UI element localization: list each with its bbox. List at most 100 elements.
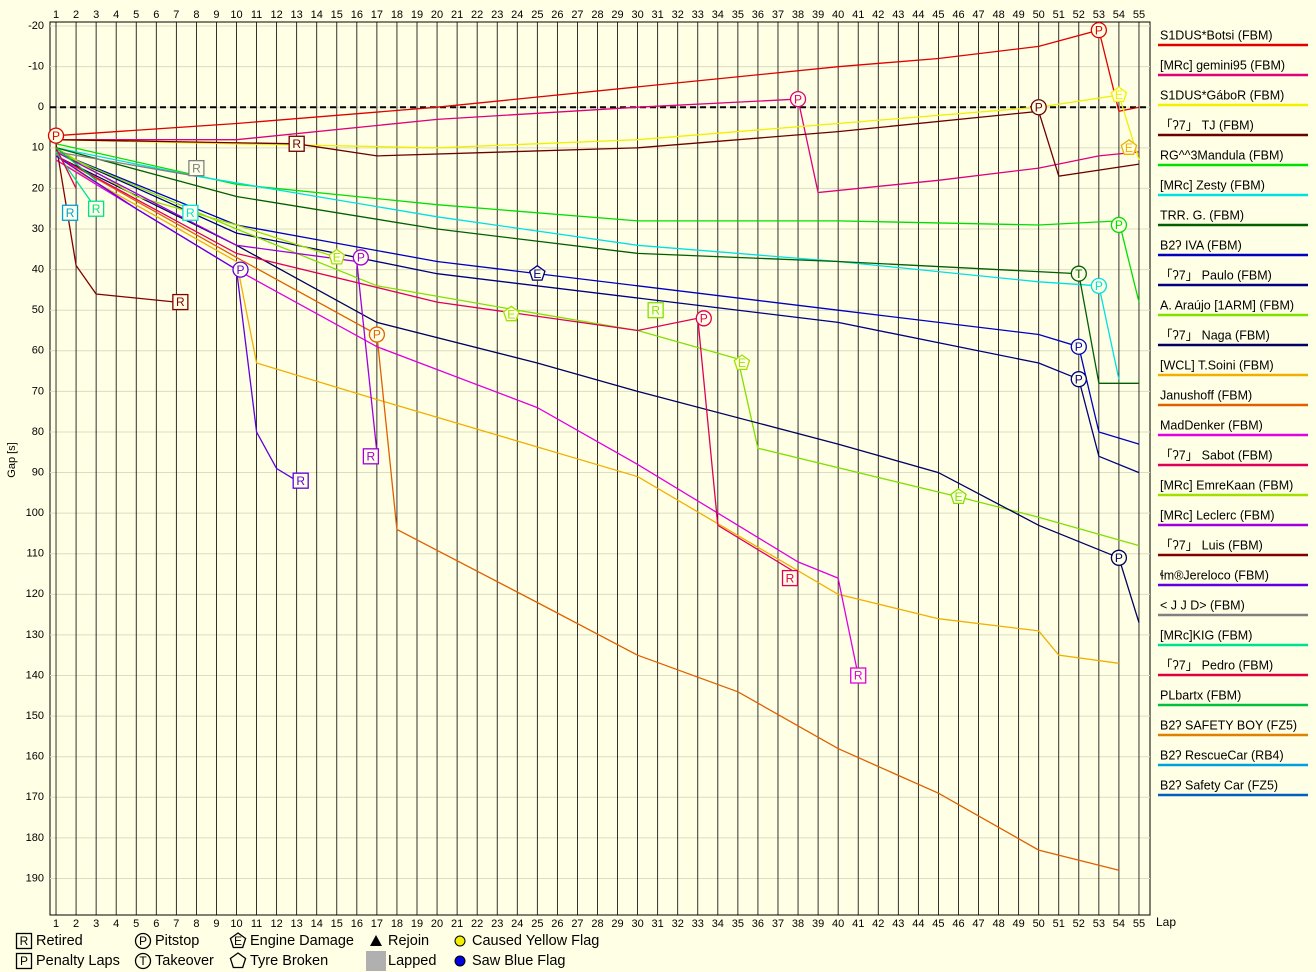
x-tick-label: 4 [113, 9, 119, 21]
x-tick-label: 32 [672, 9, 684, 21]
legend-label: [WCL] T.Soini (FBM) [1160, 358, 1274, 372]
x-tick-label: 13 [291, 9, 303, 21]
y-tick-label: 60 [32, 345, 44, 357]
series-line [55, 151, 378, 453]
marker-shape [232, 261, 249, 278]
event-symbol: R [651, 303, 660, 317]
marker-shape [188, 159, 205, 177]
x-tick-label: 19 [411, 9, 423, 21]
event-marker: R [188, 159, 205, 177]
x-tick-label: 8 [193, 918, 199, 930]
marker-shape [528, 264, 546, 281]
event-symbol: P [1075, 340, 1083, 354]
x-tick-label: 38 [792, 918, 804, 930]
legend-label: MadDenker (FBM) [1160, 418, 1263, 432]
y-tick-label: 90 [32, 466, 44, 478]
event-marker: E [733, 354, 751, 370]
plot-area [49, 21, 1151, 916]
marker-shape [362, 448, 380, 465]
legend-label: A. Araújo [1ARM] (FBM) [1160, 298, 1294, 312]
y-tick-label: 180 [26, 832, 44, 844]
marker-shape [850, 667, 867, 684]
x-tick-label: 3 [93, 918, 99, 930]
series-line [55, 151, 197, 177]
marker-shape [134, 952, 152, 970]
x-tick-label: 16 [351, 9, 363, 21]
series-line [55, 29, 1140, 137]
legend-label: B2ʔ RescueCar (RB4) [1160, 748, 1284, 762]
y-tick-label: 10 [32, 142, 44, 154]
marker-shape [61, 204, 79, 221]
key-icon [366, 951, 386, 971]
legend-label: TRR. G. (FBM) [1160, 208, 1244, 222]
x-tick-label: 31 [652, 9, 664, 21]
x-tick-label: 52 [1073, 918, 1085, 930]
marker-shape [1110, 216, 1128, 234]
event-symbol: E [333, 251, 341, 265]
x-tick-label: 27 [571, 918, 583, 930]
event-marker: R [61, 204, 79, 221]
event-symbol: T [1075, 267, 1083, 281]
y-tick-label: 70 [32, 385, 44, 397]
y-axis-label: Gap [s] [6, 442, 18, 477]
key-label: Tyre Broken [250, 953, 328, 969]
event-marker: P [1070, 371, 1087, 388]
series-line [56, 98, 1140, 194]
event-symbol: R [854, 669, 863, 683]
x-tick-label: 44 [912, 9, 924, 21]
series-line [55, 155, 298, 482]
series-line [55, 110, 1140, 177]
x-tick-label: 36 [752, 9, 764, 21]
x-tick-label: 43 [892, 9, 904, 21]
event-marker: P [1090, 277, 1108, 294]
key-icon [229, 952, 247, 969]
x-tick-label: 54 [1113, 9, 1125, 21]
x-tick-label: 10 [230, 918, 242, 930]
legend-label: [MRc]KIG (FBM) [1160, 628, 1252, 642]
x-tick-label: 38 [792, 9, 804, 21]
y-tick-label: 160 [26, 751, 44, 763]
event-marker: P [47, 127, 65, 144]
x-tick-label: 15 [331, 9, 343, 21]
x-tick-label: 22 [471, 9, 483, 21]
key-symbol: E [234, 934, 242, 948]
key-icon: P [134, 932, 152, 950]
event-marker: R [647, 302, 664, 319]
key-label: Saw Blue Flag [472, 953, 566, 969]
legend-label: Janushoff (FBM) [1160, 388, 1252, 402]
event-symbol: P [1115, 551, 1123, 565]
legend-label: B2ʔ SAFETY BOY (FZ5) [1160, 718, 1297, 732]
event-symbol: P [700, 311, 708, 325]
series-line [55, 151, 1140, 547]
x-tick-label: 42 [872, 918, 884, 930]
key-icon: E [229, 932, 247, 948]
key-label: Penalty Laps [36, 953, 120, 969]
legend-label: RG^^3Mandula (FBM) [1160, 148, 1284, 162]
event-marker: P [1070, 338, 1087, 355]
x-tick-label: 9 [213, 918, 219, 930]
key-icon [454, 955, 466, 967]
series-line [55, 159, 859, 676]
marker-shape [47, 127, 65, 144]
marker-shape [1110, 86, 1128, 103]
y-tick-label: 140 [26, 669, 44, 681]
marker-shape [292, 472, 309, 489]
x-tick-label: 34 [712, 9, 724, 21]
marker-shape [1090, 277, 1108, 294]
event-symbol: E [1125, 141, 1133, 155]
x-tick-label: 32 [672, 918, 684, 930]
x-tick-label: 50 [1033, 918, 1045, 930]
x-tick-label: 48 [992, 9, 1004, 21]
event-marker: P [1110, 549, 1128, 566]
event-symbol: E [954, 490, 962, 504]
x-tick-label: 1 [53, 918, 59, 930]
x-tick-label: 4 [113, 918, 119, 930]
event-symbol: R [66, 206, 75, 220]
marker-shape [502, 305, 520, 322]
key-icon: P [15, 952, 33, 970]
legend-label: [MRc] gemini95 (FBM) [1160, 58, 1285, 72]
legend-label: S1DUS*GáboR (FBM) [1160, 88, 1284, 102]
y-tick-label: 80 [32, 426, 44, 438]
legend-label: 「ʔ7」 TJ (FBM) [1160, 118, 1254, 132]
x-tick-label: 41 [852, 918, 864, 930]
